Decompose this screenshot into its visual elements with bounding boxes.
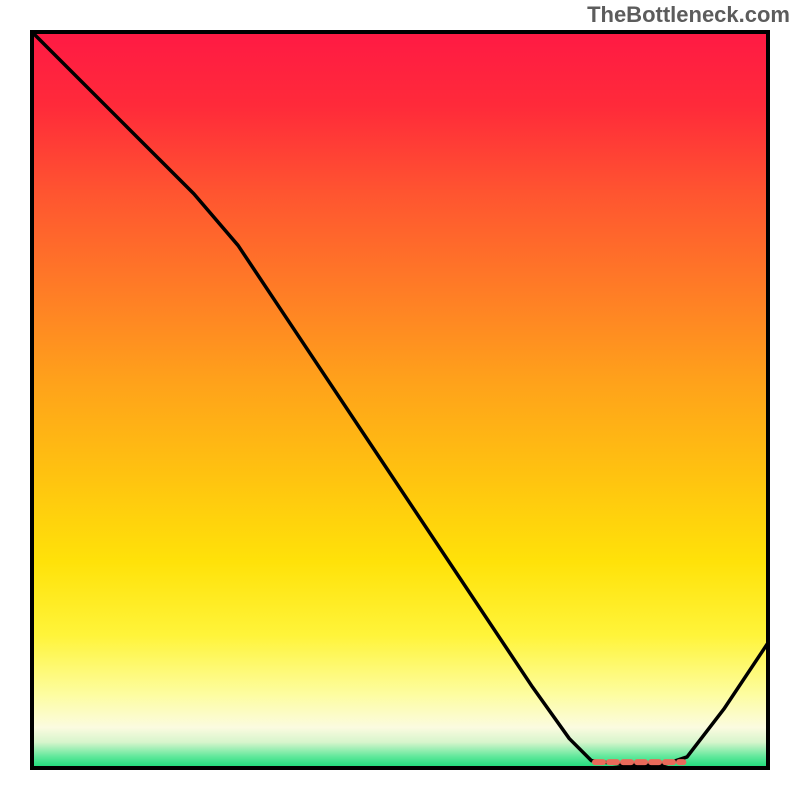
bottleneck-chart: TheBottleneck.com: [0, 0, 800, 800]
source-label: TheBottleneck.com: [587, 2, 790, 27]
chart-container: TheBottleneck.com: [0, 0, 800, 800]
